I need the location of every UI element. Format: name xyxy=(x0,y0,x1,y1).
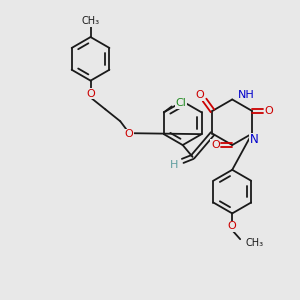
Text: O: O xyxy=(125,129,134,139)
Text: NH: NH xyxy=(238,89,255,100)
Text: O: O xyxy=(211,140,220,150)
Text: O: O xyxy=(264,106,273,116)
Text: O: O xyxy=(195,90,204,100)
Text: CH₃: CH₃ xyxy=(245,238,263,248)
Text: H: H xyxy=(169,160,178,170)
Text: CH₃: CH₃ xyxy=(82,16,100,26)
Text: N: N xyxy=(250,133,258,146)
Text: O: O xyxy=(86,88,95,98)
Text: O: O xyxy=(228,221,237,231)
Text: Cl: Cl xyxy=(175,98,186,108)
